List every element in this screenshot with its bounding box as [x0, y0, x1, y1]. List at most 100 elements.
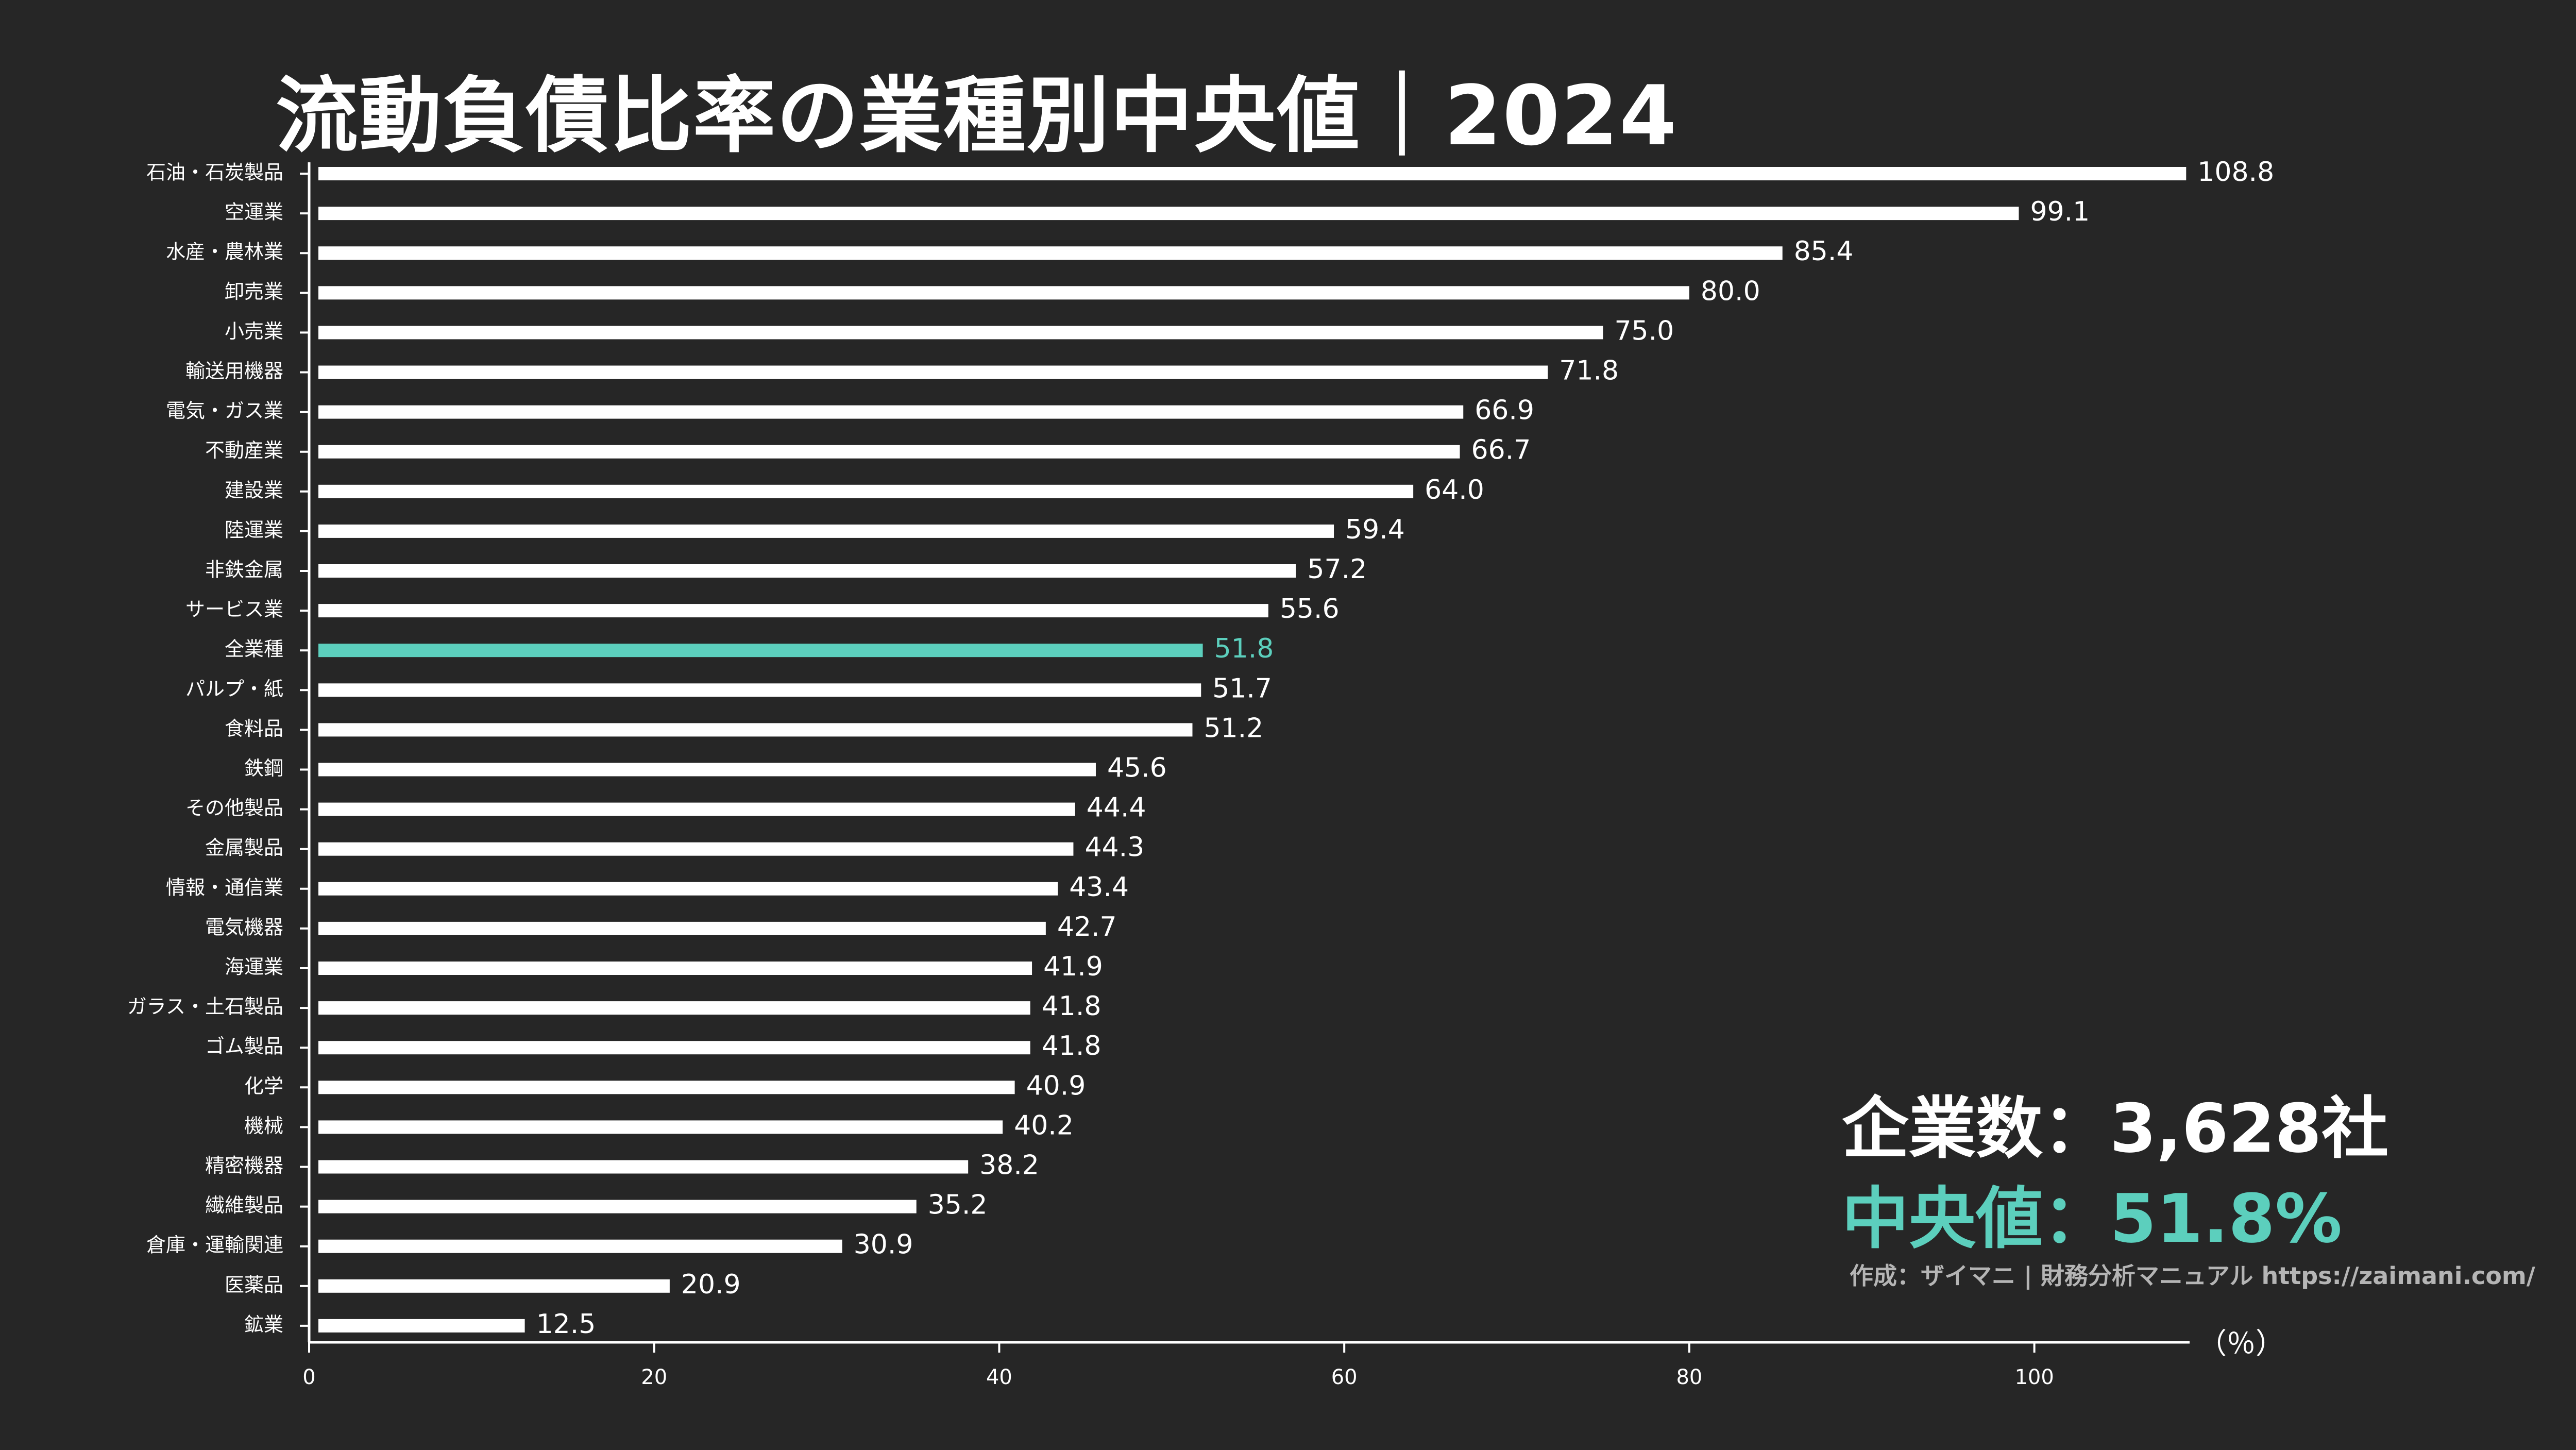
x-tick-label-2: 40	[986, 1365, 1012, 1389]
chart-title: 流動負債比率の業種別中央値｜2024	[276, 68, 1678, 164]
value-label-9: 59.4	[1345, 514, 1405, 545]
bar-13	[318, 683, 1201, 697]
bar-11	[318, 604, 1268, 618]
bar-16	[318, 802, 1075, 816]
value-label-28: 20.9	[681, 1269, 741, 1300]
category-label-28: 医薬品	[225, 1273, 283, 1296]
x-tick-label-3: 60	[1331, 1365, 1358, 1389]
bar-15	[318, 763, 1096, 777]
bar-8	[318, 484, 1414, 498]
value-label-6: 66.9	[1475, 395, 1534, 426]
category-label-14: 食料品	[225, 717, 283, 740]
value-label-7: 66.7	[1471, 435, 1531, 466]
category-label-9: 陸運業	[225, 518, 283, 541]
bar-19	[318, 921, 1046, 935]
value-label-27: 30.9	[854, 1229, 913, 1260]
value-label-19: 42.7	[1057, 912, 1117, 942]
bar-26	[318, 1200, 917, 1213]
bar-10	[318, 564, 1296, 578]
bar-18	[318, 882, 1058, 896]
value-label-20: 41.9	[1043, 951, 1103, 982]
x-ticks-group: 0 20 40 60 80 100	[302, 1342, 2054, 1389]
value-label-17: 44.3	[1084, 832, 1144, 863]
value-label-15: 45.6	[1107, 753, 1167, 784]
category-label-15: 鉄鋼	[244, 757, 283, 780]
category-label-22: ゴム製品	[205, 1035, 283, 1058]
category-label-13: パルプ・紙	[185, 678, 283, 700]
category-label-0: 石油・石炭製品	[146, 161, 283, 184]
value-label-24: 40.2	[1014, 1110, 1074, 1141]
category-label-27: 倉庫・運輸関連	[146, 1234, 283, 1256]
value-label-4: 75.0	[1614, 315, 1674, 346]
value-label-18: 43.4	[1069, 872, 1129, 903]
bar-14	[318, 723, 1193, 737]
category-label-1: 空運業	[225, 201, 283, 224]
value-label-13: 51.7	[1212, 673, 1272, 704]
value-label-11: 55.6	[1280, 594, 1340, 625]
bar-3	[318, 286, 1689, 300]
category-label-7: 不動産業	[205, 439, 283, 462]
x-axis-label: （％）	[2198, 1327, 2284, 1361]
bar-29	[318, 1319, 525, 1333]
value-label-5: 71.8	[1559, 356, 1619, 386]
category-label-24: 機械	[244, 1115, 283, 1137]
bar-1	[318, 207, 2019, 221]
category-label-21: ガラス・土石製品	[127, 996, 283, 1018]
bar-6	[318, 405, 1464, 419]
category-label-5: 輸送用機器	[185, 360, 283, 382]
x-tick-label-5: 100	[2014, 1365, 2054, 1389]
value-label-12: 51.8	[1214, 633, 1274, 664]
value-label-23: 40.9	[1026, 1070, 1086, 1101]
category-label-10: 非鉄金属	[205, 559, 283, 581]
bar-2	[318, 246, 1783, 260]
bar-25	[318, 1160, 969, 1174]
category-label-3: 卸売業	[225, 280, 283, 303]
category-label-26: 繊維製品	[205, 1194, 283, 1217]
value-labels-group: 108.8 99.1 85.4 80.0 75.0 71.8 66.9 66.7 64.0 59.…	[536, 157, 2275, 1340]
value-label-21: 41.8	[1042, 991, 1101, 1022]
category-label-12: 全業種	[225, 638, 283, 661]
bar-20	[318, 962, 1032, 975]
value-label-25: 38.2	[979, 1150, 1039, 1181]
value-label-10: 57.2	[1307, 554, 1367, 585]
category-label-19: 電気機器	[205, 916, 283, 938]
category-labels-group: 石油・石炭製品空運業水産・農林業卸売業小売業輸送用機器電気・ガス業不動産業建設業…	[127, 161, 283, 1336]
value-label-14: 51.2	[1204, 713, 1263, 744]
median-stat: 中央値：51.8%	[1842, 1179, 2343, 1258]
value-label-1: 99.1	[2030, 196, 2090, 227]
value-label-8: 64.0	[1425, 475, 1484, 505]
value-label-3: 80.0	[1701, 276, 1760, 307]
value-label-29: 12.5	[536, 1309, 596, 1340]
category-label-17: 金属製品	[205, 836, 283, 859]
x-tick-label-0: 0	[302, 1365, 315, 1389]
bar-17	[318, 842, 1074, 856]
category-label-8: 建設業	[225, 479, 283, 501]
x-tick-label-1: 20	[641, 1365, 667, 1389]
category-label-11: サービス業	[185, 598, 283, 621]
category-label-25: 精密機器	[205, 1154, 283, 1177]
bar-5	[318, 365, 1548, 379]
bar-21	[318, 1001, 1030, 1015]
credit-text: 作成：ザイマニ | 財務分析マニュアル https://zaimani.com/	[1850, 1262, 2535, 1290]
bar-12	[318, 644, 1203, 657]
bar-4	[318, 326, 1603, 340]
x-tick-label-4: 80	[1676, 1365, 1702, 1389]
value-label-0: 108.8	[2197, 157, 2274, 188]
bar-24	[318, 1120, 1003, 1134]
bar-23	[318, 1081, 1015, 1094]
bar-0	[318, 167, 2187, 180]
value-label-2: 85.4	[1794, 236, 1854, 267]
category-label-18: 情報・通信業	[166, 876, 283, 899]
category-label-6: 電気・ガス業	[166, 399, 283, 422]
category-label-4: 小売業	[225, 320, 283, 343]
bars-group	[318, 167, 2187, 1333]
bar-9	[318, 524, 1334, 538]
category-label-20: 海運業	[225, 956, 283, 979]
category-label-29: 鉱業	[244, 1313, 283, 1336]
category-label-2: 水産・農林業	[166, 241, 283, 263]
bar-7	[318, 445, 1460, 459]
bar-28	[318, 1279, 670, 1293]
value-label-26: 35.2	[928, 1190, 988, 1221]
category-label-16: その他製品	[185, 797, 283, 819]
